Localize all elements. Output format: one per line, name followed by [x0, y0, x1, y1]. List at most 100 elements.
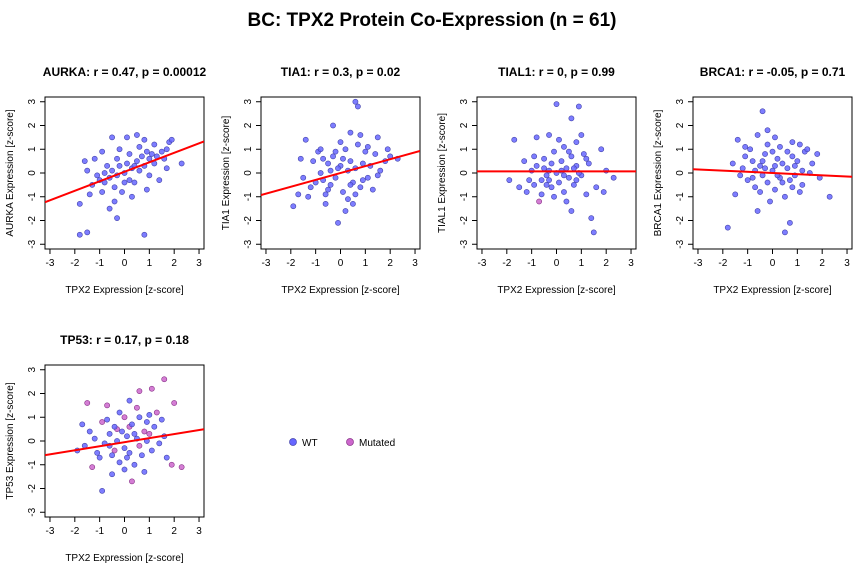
- data-point-wt: [91, 435, 98, 442]
- data-point-wt: [590, 229, 597, 236]
- data-point-wt: [541, 165, 547, 172]
- y-tick-label: 1: [27, 146, 38, 152]
- data-point-wt: [158, 416, 165, 423]
- data-point-wt: [779, 179, 786, 186]
- data-point-wt: [538, 177, 545, 184]
- x-tick-label: 2: [171, 526, 177, 537]
- data-point-wt: [109, 452, 115, 459]
- data-point-wt: [151, 141, 158, 148]
- data-point-wt: [335, 219, 341, 226]
- y-tick-label: 3: [27, 367, 38, 373]
- data-point-wt: [354, 103, 361, 110]
- data-point-wt: [91, 155, 98, 162]
- y-tick-label: -3: [27, 507, 38, 516]
- data-point-wt: [126, 177, 133, 184]
- data-point-wt: [826, 193, 833, 200]
- panel-title: AURKA: r = 0.47, p = 0.00012: [43, 65, 207, 79]
- x-tick-label: 1: [795, 258, 801, 269]
- y-tick-label: -3: [243, 239, 254, 248]
- data-point-wt: [521, 158, 528, 165]
- x-tick-label: -2: [718, 258, 727, 269]
- data-point-wt: [546, 132, 552, 138]
- data-point-wt: [126, 151, 133, 157]
- data-point-wt: [330, 122, 336, 129]
- data-point-wt: [541, 155, 547, 162]
- data-point-wt: [138, 153, 145, 160]
- data-point-wt: [600, 189, 607, 195]
- data-point-wt: [143, 186, 150, 193]
- data-point-wt: [548, 160, 555, 167]
- x-tick-label: 2: [819, 258, 825, 269]
- y-tick-label: -2: [243, 216, 254, 225]
- x-tick-label: 0: [338, 258, 344, 269]
- data-point-wt: [767, 198, 773, 205]
- y-tick-label: 3: [675, 99, 686, 105]
- data-point-wt: [598, 146, 605, 153]
- data-point-wt: [568, 153, 575, 160]
- data-point-wt: [762, 165, 768, 172]
- data-point-wt: [593, 184, 600, 191]
- data-point-wt: [573, 177, 580, 184]
- legend-label-wt: WT: [302, 438, 318, 449]
- data-point-wt: [357, 132, 364, 138]
- data-point-mutated: [168, 461, 175, 468]
- data-point-wt: [789, 139, 796, 146]
- data-point-wt: [143, 148, 150, 155]
- y-axis-label: TIAL1 Expression [z-score]: [437, 113, 448, 233]
- data-point-wt: [163, 146, 170, 153]
- y-axis-label: AURKA Expression [z-score]: [5, 109, 16, 236]
- y-tick-label: 2: [675, 122, 686, 128]
- data-point-wt: [121, 466, 128, 473]
- data-point-wt: [782, 193, 788, 200]
- data-point-wt: [796, 189, 803, 195]
- data-point-wt: [516, 184, 523, 191]
- data-point-wt: [342, 208, 349, 214]
- data-point-wt: [126, 449, 133, 456]
- x-tick-label: -1: [95, 258, 104, 269]
- data-point-wt: [168, 136, 175, 143]
- data-point-wt: [163, 454, 170, 461]
- data-point-wt: [302, 136, 309, 143]
- data-point-wt: [548, 184, 555, 191]
- data-point-mutated: [134, 404, 140, 411]
- y-tick-label: -1: [675, 192, 686, 201]
- data-point-wt: [109, 167, 115, 174]
- data-point-wt: [357, 184, 364, 191]
- x-tick-label: -3: [46, 526, 55, 537]
- data-point-wt: [99, 189, 106, 195]
- data-point-wt: [575, 103, 582, 110]
- y-tick-label: -2: [27, 216, 38, 225]
- data-point-wt: [129, 193, 135, 200]
- data-point-wt: [724, 224, 731, 231]
- data-point-wt: [789, 184, 796, 191]
- data-point-wt: [772, 186, 778, 193]
- y-tick-label: 0: [27, 170, 38, 176]
- data-point-wt: [96, 454, 103, 461]
- data-point-wt: [749, 174, 756, 181]
- x-tick-label: 2: [171, 258, 177, 269]
- x-tick-label: 2: [603, 258, 609, 269]
- y-tick-label: 2: [459, 122, 470, 128]
- y-tick-label: -1: [459, 192, 470, 201]
- data-point-wt: [163, 165, 170, 172]
- data-point-wt: [369, 186, 376, 193]
- data-point-wt: [136, 414, 143, 421]
- data-point-wt: [568, 208, 575, 214]
- data-point-wt: [506, 177, 513, 184]
- data-point-mutated: [141, 428, 148, 435]
- data-point-mutated: [129, 478, 135, 485]
- data-point-wt: [570, 181, 577, 188]
- data-point-mutated: [146, 430, 153, 437]
- data-point-wt: [317, 170, 324, 176]
- data-point-wt: [786, 177, 793, 184]
- data-point-wt: [141, 136, 148, 143]
- x-axis-label: TPX2 Expression [z-score]: [713, 285, 832, 296]
- data-point-wt: [580, 151, 587, 157]
- y-tick-label: -1: [27, 460, 38, 469]
- x-tick-label: -3: [478, 258, 487, 269]
- data-point-wt: [734, 136, 741, 143]
- panel-title: TP53: r = 0.17, p = 0.18: [60, 333, 189, 347]
- data-point-mutated: [171, 400, 178, 406]
- data-point-mutated: [99, 419, 106, 425]
- data-point-wt: [148, 151, 155, 157]
